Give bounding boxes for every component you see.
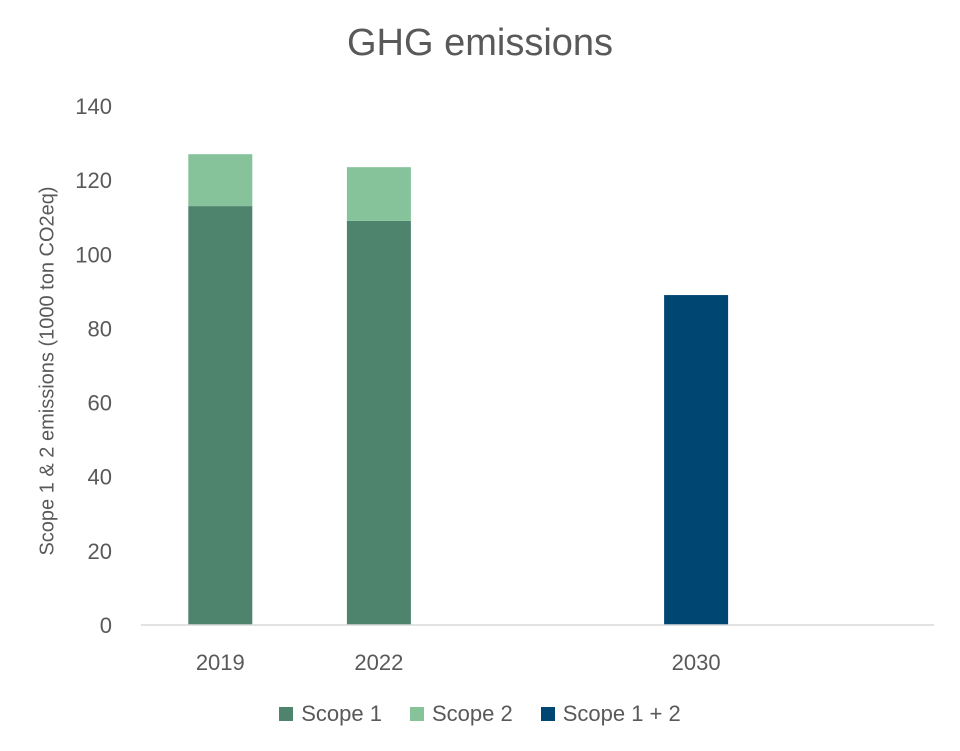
legend-item: Scope 1 + 2 <box>540 701 681 727</box>
chart-title: GHG emissions <box>346 22 614 64</box>
y-tick-label: 60 <box>88 391 112 416</box>
legend-item: Scope 1 <box>279 701 382 727</box>
x-tick-label: 2019 <box>196 650 245 675</box>
legend-swatch <box>409 707 424 721</box>
bar-scope-1-2-2030 <box>664 295 729 625</box>
y-tick-label: 140 <box>75 94 112 119</box>
legend-label: Scope 2 <box>431 701 513 726</box>
y-tick-label: 20 <box>88 539 112 564</box>
legend-label: Scope 1 + 2 <box>562 701 681 726</box>
bar-scope-1-2022 <box>346 220 411 625</box>
x-tick-label: 2030 <box>672 650 721 675</box>
legend-label: Scope 1 <box>301 701 382 726</box>
legend-swatch <box>279 707 294 721</box>
y-tick-label: 120 <box>75 168 112 193</box>
y-tick-label: 100 <box>75 242 112 267</box>
x-tick-label: 2022 <box>354 650 403 675</box>
legend: Scope 1 Scope 2 Scope 1 + 2 <box>0 701 960 727</box>
y-tick-label: 40 <box>88 465 112 490</box>
y-tick-label: 80 <box>88 316 112 341</box>
bar-scope-1-2019 <box>188 206 253 626</box>
legend-swatch <box>540 707 555 721</box>
bar-scope-2-2019 <box>188 154 253 207</box>
legend-item: Scope 2 <box>409 701 513 727</box>
y-tick-label: 0 <box>100 613 112 638</box>
bar-scope-2-2022 <box>346 167 411 221</box>
